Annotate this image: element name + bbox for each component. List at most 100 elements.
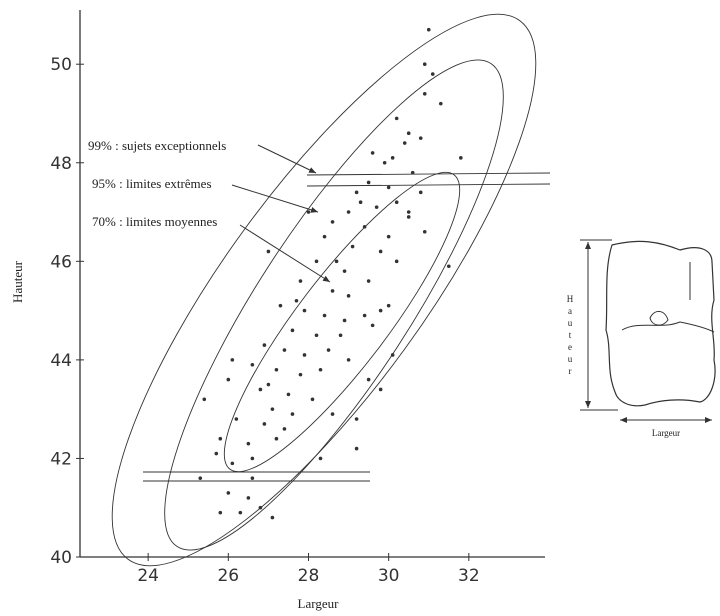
point <box>378 387 383 392</box>
x-tick-label: 30 <box>378 566 400 586</box>
point <box>290 328 295 333</box>
point <box>378 308 383 313</box>
point <box>382 160 387 165</box>
point <box>394 200 399 204</box>
inset-height-label: Hauteur <box>565 294 575 378</box>
y-tick-label: 44 <box>50 351 72 371</box>
point <box>446 264 451 269</box>
point <box>354 190 359 195</box>
point <box>338 333 343 338</box>
inset-width-label: Largeur <box>652 428 680 438</box>
point <box>238 510 243 515</box>
point <box>270 515 275 520</box>
point <box>362 313 367 318</box>
point <box>262 343 267 347</box>
point <box>298 372 303 377</box>
point <box>330 289 335 293</box>
point <box>342 318 347 323</box>
point <box>226 377 231 382</box>
point <box>258 505 263 510</box>
point <box>290 412 295 416</box>
point <box>418 136 423 140</box>
point <box>330 220 335 224</box>
point <box>250 456 255 461</box>
point <box>406 215 411 219</box>
x-axis-label: Largeur <box>298 596 340 611</box>
point <box>422 62 427 67</box>
x-tick-label: 26 <box>217 566 239 586</box>
y-tick-label: 42 <box>50 449 72 469</box>
point <box>402 141 407 145</box>
y-tick-label: 50 <box>50 55 72 75</box>
point <box>354 446 359 451</box>
point <box>282 427 287 431</box>
point <box>218 510 223 515</box>
point <box>202 397 207 402</box>
point <box>318 367 323 372</box>
annotation: 95% : limites extrêmes <box>92 176 212 191</box>
point <box>366 279 371 283</box>
point <box>346 210 351 214</box>
x-tick-label: 24 <box>137 566 159 586</box>
point <box>298 279 303 283</box>
point <box>406 131 411 135</box>
point <box>418 190 423 195</box>
point <box>278 303 283 308</box>
point <box>266 249 271 254</box>
point <box>354 417 359 421</box>
point <box>406 210 411 214</box>
annotation: 99% : sujets exceptionnels <box>88 138 226 153</box>
annotation: 70% : limites moyennes <box>92 214 217 229</box>
inset-bone <box>580 239 716 423</box>
point <box>310 397 315 402</box>
point <box>230 461 235 466</box>
point <box>214 451 219 456</box>
y-tick-label: 46 <box>50 252 72 272</box>
point <box>266 382 271 387</box>
point <box>250 476 255 480</box>
point <box>246 496 251 500</box>
point <box>358 200 363 204</box>
point <box>246 441 251 446</box>
point <box>218 436 223 441</box>
point <box>198 476 203 480</box>
point <box>282 348 287 352</box>
y-tick-label: 40 <box>50 548 72 568</box>
x-tick-label: 32 <box>458 566 480 586</box>
point <box>226 491 231 495</box>
point <box>370 323 375 328</box>
point <box>394 116 399 121</box>
point <box>262 422 267 426</box>
point <box>318 456 323 461</box>
point <box>422 229 427 234</box>
point <box>394 259 399 264</box>
point <box>274 367 279 372</box>
point <box>438 101 443 106</box>
point <box>378 249 383 254</box>
point <box>306 210 311 214</box>
point <box>294 298 299 303</box>
point <box>322 313 327 318</box>
point <box>410 170 415 175</box>
point <box>370 151 375 155</box>
y-axis-label: Hauteur <box>10 260 25 303</box>
x-tick-label: 28 <box>298 566 320 586</box>
point <box>250 363 255 367</box>
point <box>302 308 307 313</box>
point <box>374 205 379 209</box>
point <box>286 392 291 397</box>
point <box>270 407 275 411</box>
point <box>346 358 351 362</box>
point <box>330 412 335 416</box>
point <box>342 269 347 273</box>
point <box>390 156 395 160</box>
point <box>302 353 307 357</box>
point <box>459 156 463 160</box>
point <box>390 353 395 357</box>
point <box>234 417 239 421</box>
confidence-ellipses <box>111 13 551 567</box>
point <box>426 27 431 32</box>
point <box>274 436 279 441</box>
point <box>334 259 339 264</box>
